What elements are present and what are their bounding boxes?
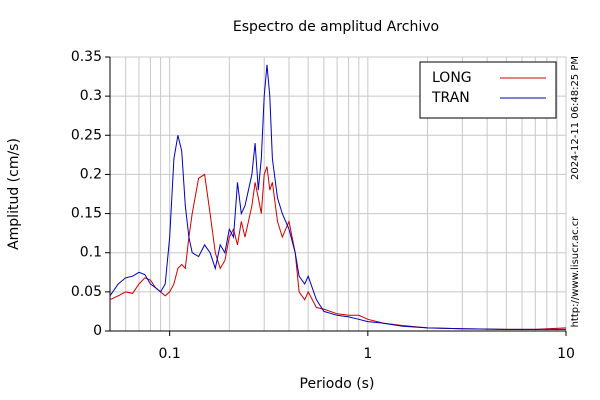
y-tick-label: 0.25 (71, 127, 102, 143)
legend-box (419, 61, 557, 119)
chart-title: Espectro de amplitud Archivo (233, 19, 439, 35)
legend-label: LONG (432, 70, 472, 86)
x-tick-label: 1 (363, 346, 372, 362)
y-tick-label: 0.05 (71, 284, 102, 300)
y-tick-label: 0.15 (71, 206, 102, 222)
series-line (109, 166, 567, 330)
x-axis-label: Periodo (s) (300, 376, 375, 392)
x-tick-label: 0.1 (159, 346, 181, 362)
y-tick-label: 0.1 (80, 245, 102, 261)
y-tick-label: 0.3 (80, 88, 102, 104)
x-tick-label: 10 (557, 346, 575, 362)
timestamp: 2024-12-11 06:48:25 PM (570, 56, 581, 180)
y-tick-label: 0 (93, 323, 102, 339)
y-axis-label: Amplitud (cm/s) (6, 138, 22, 250)
series-line (109, 64, 566, 330)
y-tick-label: 0.2 (80, 166, 102, 182)
source-url: http://www.lisucr.ac.cr (570, 216, 581, 328)
y-tick-label: 0.35 (71, 49, 102, 65)
legend-label: TRAN (431, 90, 470, 106)
